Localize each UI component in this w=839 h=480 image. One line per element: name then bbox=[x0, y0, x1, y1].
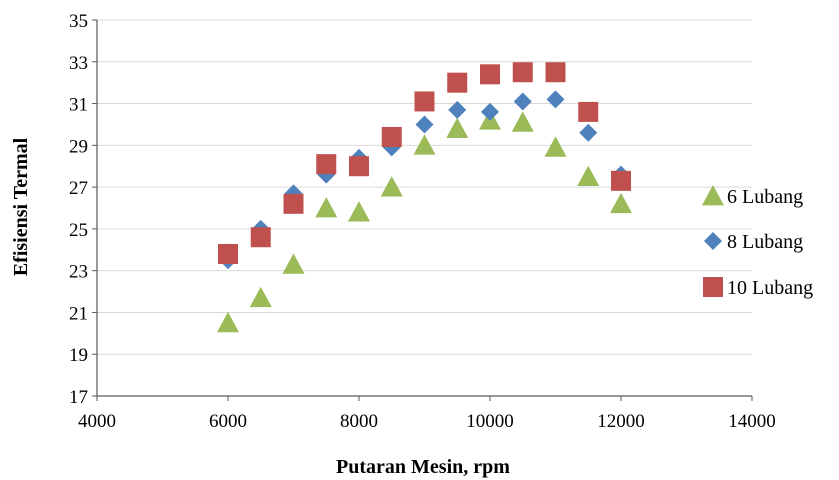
data-point-6-lubang bbox=[544, 136, 567, 157]
grid-lines bbox=[97, 19, 752, 355]
data-point-10-lubang bbox=[447, 72, 468, 93]
data-point-10-lubang bbox=[283, 193, 304, 214]
y-axis-title: Efisiensi Termal bbox=[10, 137, 32, 276]
data-points bbox=[217, 62, 632, 333]
data-point-10-lubang bbox=[512, 62, 533, 83]
legend-label-6-lubang: 6 Lubang bbox=[727, 186, 803, 208]
tick-labels: 17 19 21 23 25 27 29 31 33 35 4000 6000 8000 10000 120… bbox=[69, 11, 776, 432]
data-point-10-lubang bbox=[250, 227, 271, 248]
legend-marker-8-lubang bbox=[704, 232, 722, 250]
data-point-6-lubang bbox=[282, 253, 305, 274]
data-point-8-lubang bbox=[448, 100, 467, 119]
x-tick-label: 14000 bbox=[728, 411, 776, 432]
legend: 6 Lubang 8 Lubang 10 Lubang bbox=[702, 185, 813, 299]
data-point-6-lubang bbox=[249, 286, 272, 308]
data-point-8-lubang bbox=[513, 92, 532, 111]
x-tick-label: 8000 bbox=[340, 411, 378, 432]
data-point-10-lubang bbox=[611, 170, 631, 191]
legend-marker-10-lubang bbox=[703, 277, 723, 297]
legend-marker-6-lubang bbox=[702, 185, 724, 206]
data-point-10-lubang bbox=[316, 154, 337, 175]
data-point-10-lubang bbox=[480, 64, 500, 85]
legend-label-10-lubang: 10 Lubang bbox=[727, 277, 813, 299]
data-point-6-lubang bbox=[413, 134, 436, 155]
data-point-10-lubang bbox=[545, 62, 566, 83]
data-point-10-lubang bbox=[218, 243, 238, 264]
y-tick-label: 27 bbox=[69, 178, 88, 199]
y-tick-label: 21 bbox=[69, 303, 88, 324]
y-tick-label: 33 bbox=[69, 53, 88, 74]
data-point-8-lubang bbox=[579, 123, 598, 142]
data-point-6-lubang bbox=[217, 311, 239, 333]
y-tick-label: 19 bbox=[69, 345, 88, 366]
y-tick-label: 29 bbox=[69, 136, 88, 157]
data-point-6-lubang bbox=[446, 117, 469, 138]
y-tick-label: 31 bbox=[69, 95, 88, 116]
x-tick-label: 4000 bbox=[78, 411, 116, 432]
data-point-8-lubang bbox=[481, 102, 499, 121]
data-point-8-lubang bbox=[415, 115, 434, 134]
data-point-8-lubang bbox=[546, 90, 565, 109]
data-point-6-lubang bbox=[610, 192, 632, 214]
data-point-10-lubang bbox=[349, 156, 369, 177]
data-point-10-lubang bbox=[414, 91, 435, 112]
y-tick-label: 25 bbox=[69, 220, 88, 241]
x-axis-title: Putaran Mesin, rpm bbox=[336, 456, 510, 478]
data-point-6-lubang bbox=[315, 197, 338, 218]
x-tick-label: 12000 bbox=[597, 411, 645, 432]
axes bbox=[92, 19, 753, 401]
y-tick-label: 17 bbox=[69, 387, 88, 408]
data-point-6-lubang bbox=[380, 176, 403, 197]
data-point-6-lubang bbox=[348, 201, 370, 222]
data-point-6-lubang bbox=[511, 111, 534, 132]
data-point-10-lubang bbox=[578, 101, 599, 122]
x-tick-label: 6000 bbox=[209, 411, 247, 432]
x-tick-label: 10000 bbox=[466, 411, 514, 432]
y-tick-label: 23 bbox=[69, 262, 88, 283]
y-tick-label: 35 bbox=[69, 11, 88, 32]
data-point-6-lubang bbox=[577, 165, 600, 187]
legend-label-8-lubang: 8 Lubang bbox=[727, 231, 803, 253]
data-point-10-lubang bbox=[381, 126, 402, 147]
